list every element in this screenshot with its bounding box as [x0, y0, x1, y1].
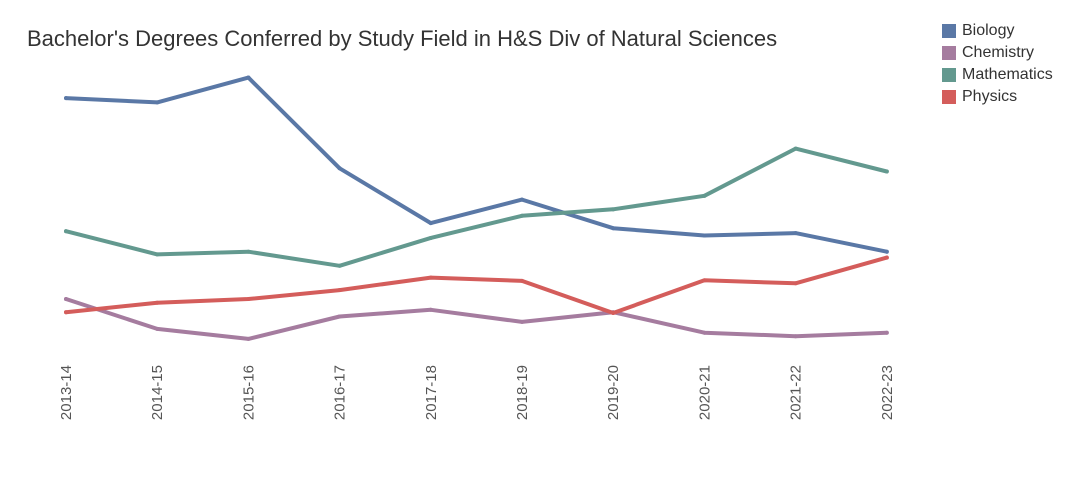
data-point-physics-2021-22[interactable]	[793, 281, 798, 286]
data-point-mathematics-2020-21[interactable]	[702, 193, 707, 198]
legend-item-chemistry[interactable]: Chemistry	[942, 42, 1053, 64]
data-point-biology-2014-15[interactable]	[155, 100, 160, 105]
data-point-mathematics-2015-16[interactable]	[246, 249, 251, 254]
data-point-physics-2022-23[interactable]	[884, 255, 889, 260]
data-point-mathematics-2021-22[interactable]	[793, 146, 798, 151]
x-tick-label: 2014-15	[149, 365, 166, 420]
data-point-chemistry-2020-21[interactable]	[702, 330, 707, 335]
data-point-physics-2018-19[interactable]	[520, 278, 524, 283]
data-point-mathematics-2016-17[interactable]	[337, 263, 342, 268]
data-point-physics-2014-15[interactable]	[155, 300, 160, 305]
data-point-mathematics-2019-20[interactable]	[611, 207, 616, 212]
data-point-biology-2021-22[interactable]	[793, 231, 798, 236]
data-point-mathematics-2018-19[interactable]	[520, 213, 524, 218]
data-point-chemistry-2022-23[interactable]	[884, 330, 889, 335]
data-point-chemistry-2016-17[interactable]	[337, 314, 342, 319]
x-tick-label: 2018-19	[514, 365, 531, 420]
legend-item-mathematics[interactable]: Mathematics	[942, 64, 1053, 86]
data-point-mathematics-2013-14[interactable]	[64, 229, 68, 234]
data-point-physics-2015-16[interactable]	[246, 296, 251, 301]
legend-label: Chemistry	[962, 44, 1035, 61]
series-line-chemistry	[64, 297, 889, 341]
data-point-chemistry-2014-15[interactable]	[155, 326, 160, 331]
data-point-biology-2017-18[interactable]	[428, 221, 433, 226]
data-point-chemistry-2021-22[interactable]	[793, 334, 798, 339]
x-tick-label: 2020-21	[696, 365, 713, 420]
data-point-chemistry-2013-14[interactable]	[64, 296, 68, 301]
x-tick-label: 2022-23	[879, 365, 896, 420]
legend-item-physics[interactable]: Physics	[942, 86, 1053, 108]
data-point-biology-2022-23[interactable]	[884, 249, 889, 254]
x-tick-label: 2015-16	[240, 365, 257, 420]
data-point-mathematics-2022-23[interactable]	[884, 169, 889, 174]
data-point-biology-2015-16[interactable]	[246, 75, 251, 80]
legend-swatch	[942, 68, 956, 82]
data-point-physics-2019-20[interactable]	[611, 311, 616, 315]
chart-title: Bachelor's Degrees Conferred by Study Fi…	[27, 26, 778, 51]
x-tick-label: 2017-18	[423, 365, 440, 420]
data-point-biology-2016-17[interactable]	[337, 166, 342, 171]
legend-label: Mathematics	[962, 66, 1053, 83]
x-tick-label: 2016-17	[332, 365, 349, 420]
legend-swatch	[942, 24, 956, 38]
data-point-chemistry-2015-16[interactable]	[246, 336, 251, 341]
data-point-chemistry-2017-18[interactable]	[428, 307, 433, 312]
data-point-mathematics-2014-15[interactable]	[155, 252, 160, 257]
data-point-mathematics-2017-18[interactable]	[428, 235, 433, 240]
series-line-mathematics	[64, 146, 889, 268]
data-point-physics-2020-21[interactable]	[702, 278, 707, 283]
x-tick-label: 2021-22	[788, 365, 805, 420]
data-point-biology-2018-19[interactable]	[520, 197, 524, 202]
x-tick-label: 2013-14	[58, 365, 75, 420]
legend-item-biology[interactable]: Biology	[942, 20, 1053, 42]
data-point-biology-2019-20[interactable]	[611, 226, 616, 231]
data-point-chemistry-2018-19[interactable]	[520, 319, 524, 324]
legend-swatch	[942, 90, 956, 104]
legend-swatch	[942, 46, 956, 60]
data-point-physics-2016-17[interactable]	[337, 288, 342, 293]
legend: Biology Chemistry Mathematics Physics	[942, 20, 1053, 108]
data-point-physics-2017-18[interactable]	[428, 275, 433, 280]
legend-label: Biology	[962, 22, 1015, 39]
x-tick-label: 2019-20	[605, 365, 622, 420]
series-line-physics	[64, 255, 889, 315]
data-point-biology-2020-21[interactable]	[702, 233, 707, 238]
legend-label: Physics	[962, 88, 1018, 105]
series-line-biology	[64, 75, 889, 254]
data-point-physics-2013-14[interactable]	[64, 310, 68, 315]
data-point-biology-2013-14[interactable]	[64, 96, 68, 101]
